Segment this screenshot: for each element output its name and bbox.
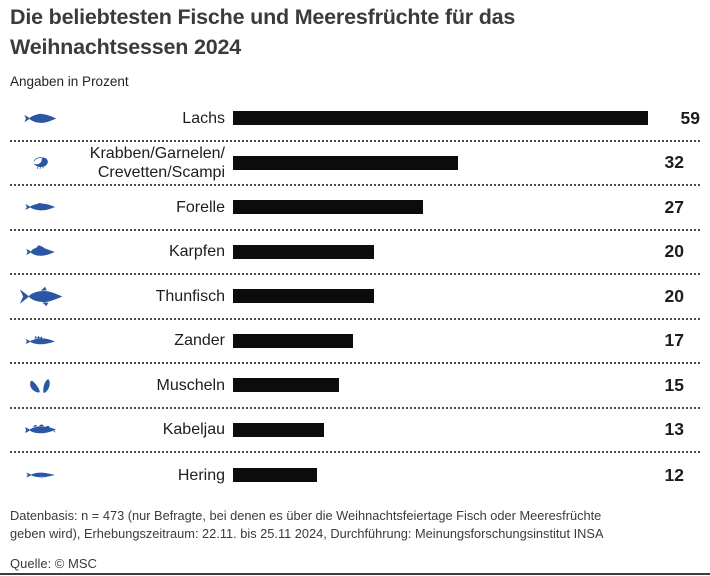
data-basis-line-2: geben wird), Erhebungszeitraum: 22.11. b… — [10, 525, 604, 541]
value-bar — [233, 468, 317, 483]
value-label: 59 — [680, 107, 700, 128]
category-label: Lachs — [182, 109, 225, 127]
row-icon-cell — [10, 155, 70, 170]
value-bar — [233, 333, 353, 348]
value-label: 27 — [664, 196, 684, 217]
value-bar — [233, 378, 339, 393]
value-label: 17 — [664, 330, 684, 351]
bottom-border — [0, 573, 710, 575]
value-label: 15 — [664, 374, 684, 395]
bar-track — [225, 468, 632, 483]
row-icon-cell — [10, 422, 70, 437]
row-icon-cell — [10, 200, 70, 214]
zander-fish-icon — [23, 334, 57, 348]
category-label: Krabben/Garnelen/ Crevetten/Scampi — [89, 144, 225, 181]
category-label: Karpfen — [168, 243, 225, 261]
category-label: Zander — [174, 332, 225, 350]
chart-row: Kabeljau 13 — [10, 409, 700, 453]
shrimp-icon — [31, 155, 49, 170]
row-icon-cell — [10, 243, 70, 260]
chart-row: Forelle 27 — [10, 186, 700, 231]
value-bar — [233, 111, 648, 126]
bar-track — [225, 111, 648, 126]
chart-subtitle: Angaben in Prozent — [10, 74, 129, 89]
mussels-icon — [26, 376, 54, 395]
page-title: Die beliebtesten Fische und Meeresfrücht… — [10, 2, 700, 62]
chart-row: Thunfisch 20 — [10, 275, 700, 320]
bar-track — [225, 200, 632, 215]
row-icon-cell — [10, 111, 70, 126]
category-label: Hering — [177, 466, 225, 484]
herring-fish-icon — [24, 469, 56, 481]
row-icon-cell — [10, 286, 70, 307]
value-bar — [233, 155, 458, 170]
value-bar — [233, 289, 374, 304]
chart-row: Muscheln 15 — [10, 364, 700, 409]
footer: Datenbasis: n = 473 (nur Befragte, bei d… — [10, 507, 700, 571]
bar-track — [225, 155, 632, 170]
value-label: 20 — [664, 241, 684, 262]
title-line-2: Weihnachtsessen 2024 — [10, 35, 242, 59]
bar-track — [225, 333, 632, 348]
row-icon-cell — [10, 334, 70, 348]
value-label: 13 — [664, 419, 684, 440]
category-label: Kabeljau — [162, 421, 225, 439]
value-label: 20 — [664, 285, 684, 306]
chart-row: Zander 17 — [10, 320, 700, 364]
data-basis-line-1: Datenbasis: n = 473 (nur Befragte, bei d… — [10, 507, 602, 523]
tuna-fish-icon — [17, 286, 63, 307]
title-line-1: Die beliebtesten Fische und Meeresfrücht… — [10, 5, 516, 29]
bar-track — [225, 378, 632, 393]
trout-fish-icon — [23, 200, 57, 214]
value-label: 12 — [664, 464, 684, 485]
value-bar — [233, 244, 374, 259]
source-note: Quelle: © MSC — [10, 555, 97, 571]
value-bar — [233, 422, 324, 437]
value-label: 32 — [664, 152, 684, 173]
chart-row: Krabben/Garnelen/ Crevetten/Scampi 32 — [10, 142, 700, 186]
row-icon-cell — [10, 376, 70, 395]
category-label: Forelle — [176, 198, 225, 216]
cod-fish-icon — [22, 422, 58, 437]
value-bar — [233, 200, 423, 215]
chart-row: Hering 12 — [10, 453, 700, 498]
bar-track — [225, 289, 632, 304]
bar-track — [225, 422, 632, 437]
chart-rows: Lachs 59 Krabben/Garnelen/ Crevetten/Sca… — [10, 97, 700, 498]
bar-track — [225, 244, 632, 259]
carp-fish-icon — [24, 243, 56, 260]
salmon-fish-icon — [23, 111, 57, 126]
chart-row: Lachs 59 — [10, 97, 700, 142]
category-label: Thunfisch — [155, 287, 225, 305]
chart-row: Karpfen 20 — [10, 231, 700, 275]
category-label: Muscheln — [156, 376, 225, 394]
row-icon-cell — [10, 469, 70, 481]
